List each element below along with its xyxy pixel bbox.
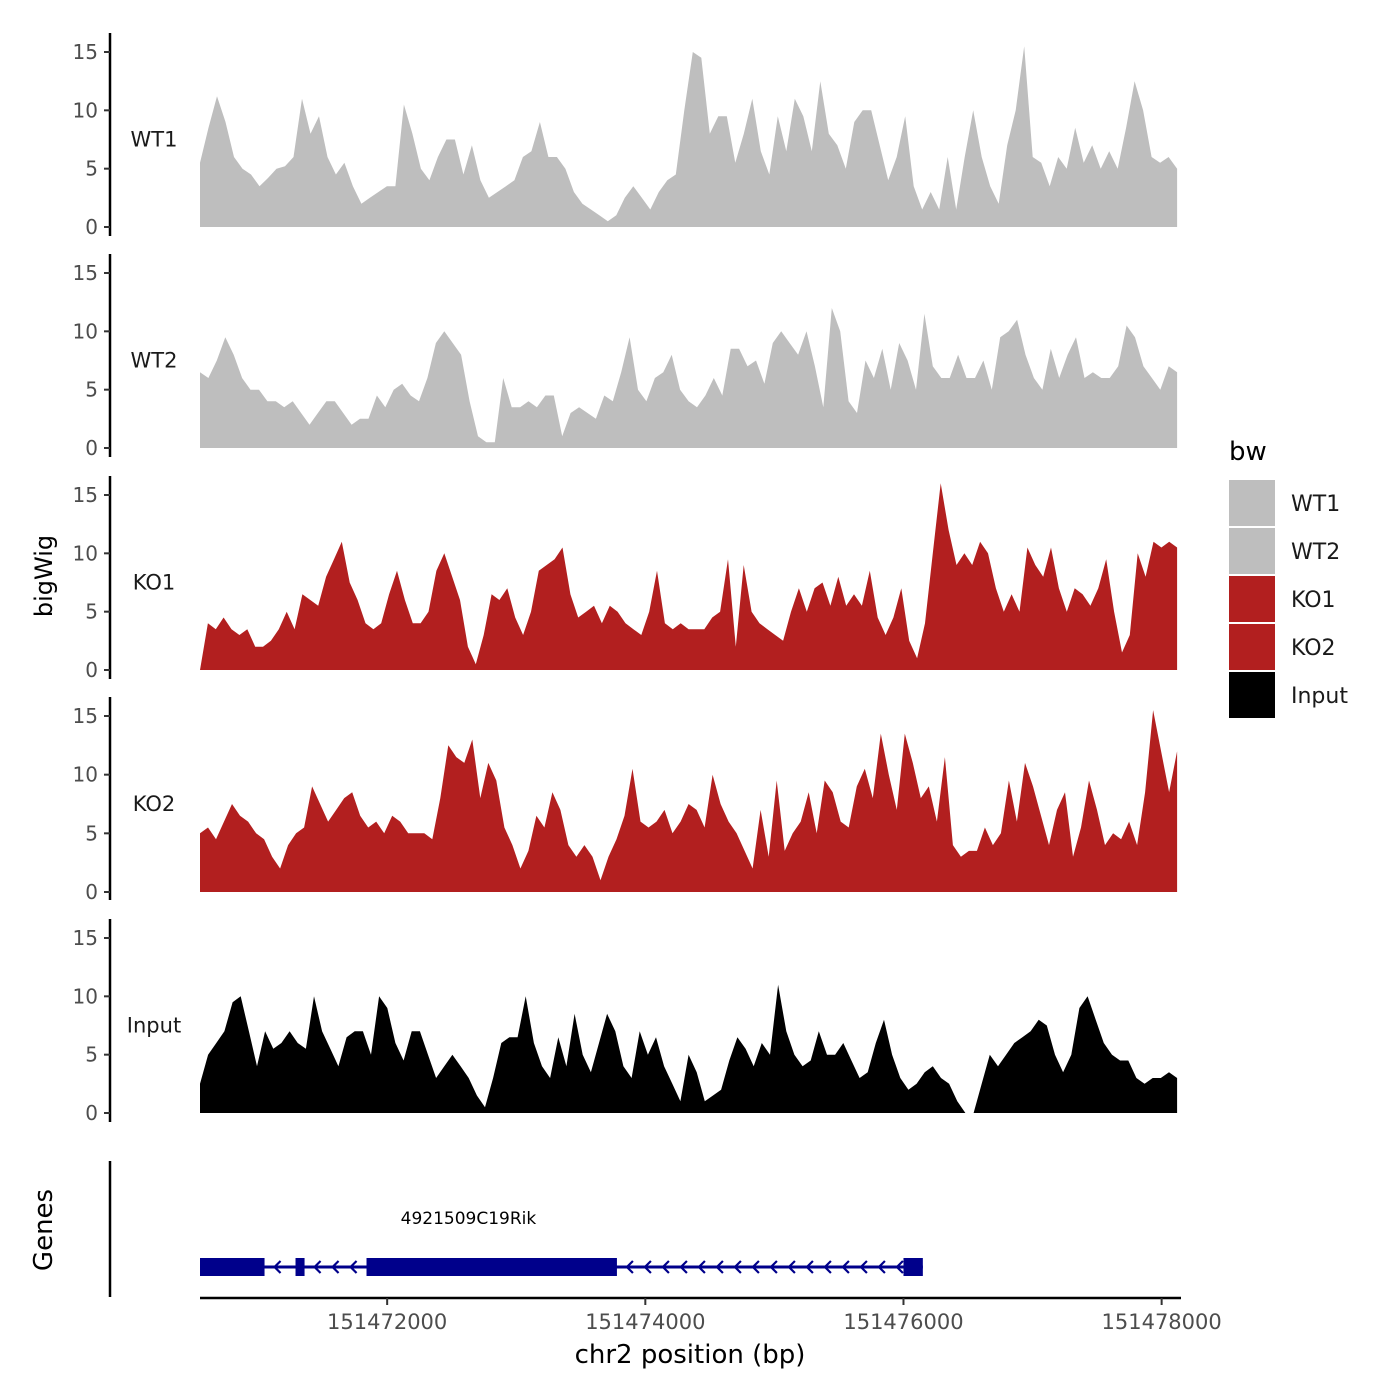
gene-exon <box>295 1258 305 1276</box>
y-tick-label: 5 <box>85 600 98 624</box>
track-label: WT2 <box>131 348 178 372</box>
track-area-ko1 <box>200 483 1178 670</box>
legend-key-wt1 <box>1229 480 1275 526</box>
x-axis-title: chr2 position (bp) <box>575 1340 806 1370</box>
y-tick-label: 10 <box>73 763 98 787</box>
x-axis: 151472000 151474000 151476000 151478000 <box>200 1296 1222 1334</box>
track-label: KO1 <box>133 570 176 594</box>
gene-strand-arrow <box>805 1260 814 1274</box>
x-tick-label: 151472000 <box>327 1310 447 1334</box>
gene-strand-arrow <box>751 1260 760 1274</box>
track-area-input <box>200 984 1178 1113</box>
gene-strand-arrow <box>312 1260 322 1274</box>
gene-strand-arrow <box>643 1260 652 1274</box>
gene-exon <box>903 1258 923 1276</box>
y-tick-label: 15 <box>73 261 98 285</box>
gene-strand-arrow <box>697 1260 706 1274</box>
y-tick-label: 15 <box>73 926 98 950</box>
y-tick-label: 15 <box>73 483 98 507</box>
gene-exon <box>200 1258 265 1276</box>
gene-strand-arrow <box>841 1260 850 1274</box>
track-area-ko2 <box>200 710 1178 892</box>
track-label: KO2 <box>133 792 176 816</box>
gene-strand-arrow <box>715 1260 724 1274</box>
gene-strand-arrow <box>330 1260 340 1274</box>
legend-label: WT1 <box>1291 492 1340 517</box>
track-area-wt1 <box>200 46 1178 228</box>
track-ko2: 0 5 10 15 KO2 <box>73 697 1178 904</box>
y-tick-label: 5 <box>85 1043 98 1067</box>
gene-strand-arrow <box>272 1260 282 1274</box>
gene-strand-arrow <box>823 1260 832 1274</box>
y-tick-label: 0 <box>85 658 98 682</box>
gene-strand-arrow <box>787 1260 796 1274</box>
legend-key-wt2 <box>1229 528 1275 574</box>
y-tick-label: 10 <box>73 984 98 1008</box>
y-tick-label: 15 <box>73 40 98 64</box>
y-tick-label: 5 <box>85 157 98 181</box>
track-label: WT1 <box>131 127 178 151</box>
gene-strand-arrow <box>625 1260 634 1274</box>
x-tick-label: 151476000 <box>843 1310 963 1334</box>
legend-label: Input <box>1291 684 1348 709</box>
genes-panel: 4921509C19Rik <box>108 1161 923 1297</box>
track-area-wt2 <box>200 308 1178 448</box>
track-panels: 0 5 10 15 WT1 0 5 10 15 WT2 0 5 10 15 KO1 0 5 10 15 KO2 0 5 10… <box>73 33 1178 1125</box>
y-tick-label: 0 <box>85 880 98 904</box>
legend-label: WT2 <box>1291 540 1340 565</box>
y-tick-label: 5 <box>85 378 98 402</box>
track-wt1: 0 5 10 15 WT1 <box>73 33 1178 239</box>
gene-strand-arrow <box>661 1260 670 1274</box>
gene-strand-arrow <box>679 1260 688 1274</box>
gene-strand-arrow <box>859 1260 868 1274</box>
legend-key-input <box>1229 672 1275 718</box>
legend-key-ko2 <box>1229 624 1275 670</box>
gene-strand-arrow <box>348 1260 358 1274</box>
x-tick-label: 151474000 <box>585 1310 705 1334</box>
legend-key-ko1 <box>1229 576 1275 622</box>
legend-title: bw <box>1229 437 1267 467</box>
legend: bw WT1 WT2 KO1 KO2 Input <box>1229 437 1348 718</box>
gene-exon <box>366 1258 617 1276</box>
y-tick-label: 0 <box>85 1101 98 1125</box>
genes-axis-title: Genes <box>29 1189 59 1271</box>
gene-strand-arrow <box>895 1260 904 1274</box>
track-label: Input <box>127 1013 181 1037</box>
y-axis-title: bigWig <box>30 535 58 617</box>
y-tick-label: 5 <box>85 821 98 845</box>
gene-strand-arrow <box>769 1260 778 1274</box>
track-wt2: 0 5 10 15 WT2 <box>73 254 1178 460</box>
y-tick-label: 0 <box>85 215 98 239</box>
x-tick-label: 151478000 <box>1102 1310 1222 1334</box>
gene-strand-arrow <box>733 1260 742 1274</box>
gene-strand-arrow <box>877 1260 886 1274</box>
y-tick-label: 15 <box>73 704 98 728</box>
y-tick-label: 10 <box>73 319 98 343</box>
legend-label: KO2 <box>1291 636 1336 661</box>
track-input: 0 5 10 15 Input <box>73 919 1178 1125</box>
gene-name-label: 4921509C19Rik <box>401 1209 537 1229</box>
y-tick-label: 0 <box>85 436 98 460</box>
y-tick-label: 10 <box>73 541 98 565</box>
legend-label: KO1 <box>1291 588 1336 613</box>
y-tick-label: 10 <box>73 98 98 122</box>
track-ko1: 0 5 10 15 KO1 <box>73 476 1178 682</box>
